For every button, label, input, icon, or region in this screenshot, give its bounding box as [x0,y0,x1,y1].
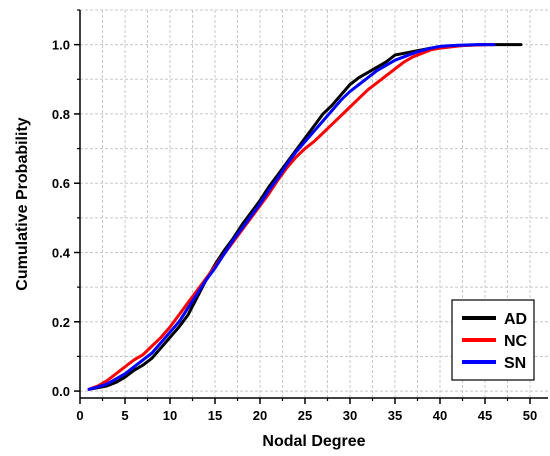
x-tick-label: 30 [343,408,357,423]
x-tick-label: 40 [433,408,447,423]
series-line-sn [87,43,496,391]
x-tick-label: 50 [523,408,537,423]
x-tick-label: 0 [76,408,83,423]
x-tick-label: 15 [208,408,222,423]
x-tick-label: 35 [388,408,402,423]
series-line-nc [87,43,496,391]
axes: 0 5 10 15 20 25 30 35 40 45 50 0.0 0.2 0.4 0.6 0.8 1.0 [52,9,548,423]
x-tick-label: 10 [163,408,177,423]
legend: AD NC SN [451,299,535,381]
x-tick-label: 45 [478,408,492,423]
series [87,43,523,391]
y-tick-label: 0.4 [52,246,71,261]
legend-label-nc: NC [504,333,528,350]
x-tick-label: 25 [298,408,312,423]
y-tick-label: 0.2 [52,315,70,330]
y-axis-title: Cumulative Probability [14,117,31,290]
y-tick-label: 0.0 [52,384,70,399]
y-tick-label: 0.6 [52,176,70,191]
y-tick-label: 1.0 [52,38,70,53]
legend-label-ad: AD [504,311,527,328]
x-tick-label: 5 [121,408,128,423]
x-axis-title: Nodal Degree [262,433,365,450]
x-tick-label: 20 [253,408,267,423]
legend-label-sn: SN [504,355,526,372]
y-tick-label: 0.8 [52,107,70,122]
